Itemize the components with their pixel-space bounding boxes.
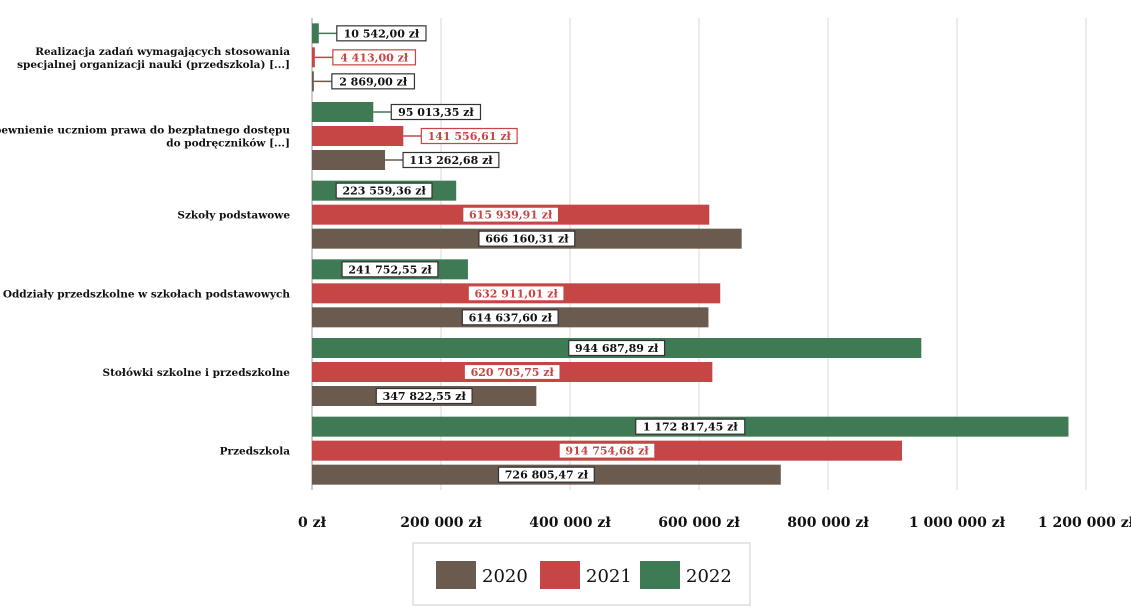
svg-text:223 559,36 zł: 223 559,36 zł <box>342 185 426 198</box>
data-label-2021: 632 911,01 zł <box>467 285 565 302</box>
svg-text:914 754,68 zł: 914 754,68 zł <box>565 445 649 458</box>
x-tick-label: 600 000 zł <box>658 515 740 531</box>
svg-text:726 805,47 zł: 726 805,47 zł <box>505 469 589 482</box>
x-tick-label: 1 000 000 zł <box>909 515 1006 531</box>
bar-2022 <box>312 102 374 122</box>
legend-swatch-2021 <box>540 561 580 589</box>
x-tick-label: 0 zł <box>298 515 327 531</box>
data-label-2022: 1 172 817,45 zł <box>635 418 746 435</box>
data-labels: 10 542,00 zł 4 413,00 zł 2 869,00 zł 95 013… <box>313 25 746 483</box>
svg-text:2 869,00 zł: 2 869,00 zł <box>339 75 408 88</box>
category-label: Stołówki szkolne i przedszkolne <box>102 367 290 379</box>
x-tick-label: 200 000 zł <box>400 515 482 531</box>
bar-2020 <box>312 150 386 170</box>
svg-text:113 262,68 zł: 113 262,68 zł <box>409 154 493 167</box>
data-label-2021: 4 413,00 zł <box>314 49 417 66</box>
svg-text:615 939,91 zł: 615 939,91 zł <box>469 209 553 222</box>
svg-text:4 413,00 zł: 4 413,00 zł <box>340 51 409 64</box>
x-tick-label: 800 000 zł <box>787 515 869 531</box>
data-label-2021: 620 705,75 zł <box>463 363 561 381</box>
svg-text:944 687,89 zł: 944 687,89 zł <box>575 342 659 355</box>
data-label-2020: 347 822,55 zł <box>375 387 473 405</box>
legend-swatch-2020 <box>436 561 476 589</box>
data-label-2022: 95 013,35 zł <box>373 103 482 121</box>
data-label-2020: 614 637,60 zł <box>461 309 559 326</box>
svg-text:10 542,00 zł: 10 542,00 zł <box>344 27 420 40</box>
data-label-2022: 944 687,89 zł <box>568 339 666 357</box>
category-label: do podręczników [...] <box>166 138 290 150</box>
legend-label-2021: 2021 <box>586 566 632 587</box>
svg-text:614 637,60 zł: 614 637,60 zł <box>469 311 553 324</box>
bar-2021 <box>312 47 315 68</box>
x-axis-tick-labels: 0 zł 200 000 zł 400 000 zł 600 000 zł 800 00… <box>298 515 1131 531</box>
svg-text:632 911,01 zł: 632 911,01 zł <box>475 287 559 300</box>
data-label-2021: 615 939,91 zł <box>462 206 560 223</box>
data-label-2022: 241 752,55 zł <box>341 261 439 278</box>
grid-lines <box>311 18 1087 490</box>
data-label-2021: 914 754,68 zł <box>558 442 656 459</box>
svg-text:347 822,55 zł: 347 822,55 zł <box>383 390 467 403</box>
category-label: Szkoły podstawowe <box>177 210 290 222</box>
category-label: specjalnej organizacji nauki (przedszkol… <box>17 59 290 71</box>
category-labels: Realizacja zadań wymagających stosowania… <box>0 46 290 458</box>
legend-label-2022: 2022 <box>686 566 732 587</box>
x-tick-label: 400 000 zł <box>529 515 611 531</box>
legend-box: 2020 2021 2022 <box>412 542 751 606</box>
legend-swatch-2022 <box>640 561 680 589</box>
svg-text:1 172 817,45 zł: 1 172 817,45 zł <box>643 421 738 434</box>
legend: 2020 2021 2022 <box>412 542 751 606</box>
legend-label-2020: 2020 <box>482 566 528 587</box>
category-label: Zapewnienie uczniom prawa do bezpłatnego… <box>0 125 290 137</box>
bar-2021 <box>312 126 404 146</box>
data-label-2020: 113 262,68 zł <box>385 151 500 169</box>
data-label-2022: 223 559,36 zł <box>335 182 433 199</box>
category-label: Realizacja zadań wymagających stosowania <box>35 46 290 58</box>
category-label: Przedszkola <box>220 446 291 458</box>
bar-2020 <box>312 71 314 92</box>
bar-2022 <box>312 23 319 44</box>
svg-text:666 160,31 zł: 666 160,31 zł <box>485 233 569 246</box>
data-label-2020: 2 869,00 zł <box>313 73 416 90</box>
svg-text:95 013,35 zł: 95 013,35 zł <box>398 106 474 119</box>
data-label-2021: 141 556,61 zł <box>403 127 518 145</box>
bars <box>312 23 1069 485</box>
x-tick-label: 1 200 000 zł <box>1038 515 1131 531</box>
data-label-2020: 726 805,47 zł <box>497 466 595 483</box>
data-label-2022: 10 542,00 zł <box>318 25 427 42</box>
data-label-2020: 666 160,31 zł <box>478 230 576 247</box>
svg-text:241 752,55 zł: 241 752,55 zł <box>348 263 432 276</box>
svg-text:620 705,75 zł: 620 705,75 zł <box>471 366 555 379</box>
category-label: Oddziały przedszkolne w szkołach podstaw… <box>3 288 291 300</box>
svg-text:141 556,61 zł: 141 556,61 zł <box>428 130 512 143</box>
